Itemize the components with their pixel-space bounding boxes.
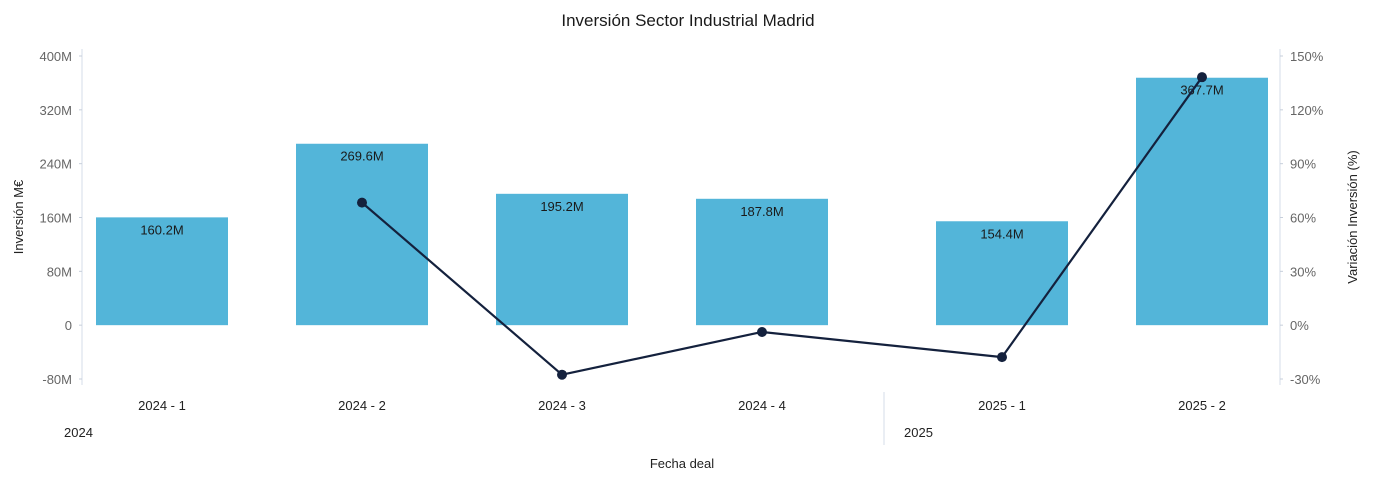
y2-tick-label: 0% (1290, 318, 1309, 333)
bar-data-label: 195.2M (540, 199, 583, 214)
variation-point (757, 326, 767, 337)
x-group-label: 2025 (904, 425, 933, 440)
bar-data-label: 154.4M (980, 226, 1023, 241)
variation-point (997, 352, 1007, 363)
bar (1136, 77, 1268, 326)
y2-tick-label: 60% (1290, 211, 1316, 226)
x-tick-label: 2024 - 2 (338, 398, 386, 413)
y2-tick-label: 120% (1290, 103, 1324, 118)
y2-axis-label: Variación Inversión (%) (1345, 150, 1360, 283)
bar-labels: 160.2M 269.6M 195.2M 187.8M 154.4M 367.7M (140, 83, 1223, 242)
bar (936, 221, 1068, 326)
y-tick-label: 160M (39, 211, 72, 226)
variation-point (357, 197, 367, 208)
bar-data-label: 187.8M (740, 204, 783, 219)
y2-tick-label: -30% (1290, 372, 1321, 387)
y-tick-label: 320M (39, 103, 72, 118)
variation-point (1197, 72, 1207, 83)
y2-tick-label: 90% (1290, 157, 1316, 172)
x-tick-label: 2024 - 1 (138, 398, 186, 413)
bar-data-label: 367.7M (1180, 83, 1223, 98)
x-axis: 2024 - 1 2024 - 2 2024 - 3 2024 - 4 2025 - 1… (64, 392, 1226, 445)
line-series (357, 72, 1207, 380)
x-tick-label: 2025 - 1 (978, 398, 1026, 413)
x-tick-label: 2025 - 2 (1178, 398, 1226, 413)
y-tick-label: -80M (42, 372, 72, 387)
x-axis-label: Fecha deal (650, 456, 714, 471)
y-tick-label: 240M (39, 157, 72, 172)
y-axis-label: Inversión M€ (11, 179, 26, 254)
y-tick-label: 80M (47, 264, 72, 279)
bar (496, 193, 628, 326)
bar (296, 143, 428, 326)
bar (96, 217, 228, 326)
variation-point (557, 369, 567, 380)
bars (96, 77, 1268, 326)
chart-title: Inversión Sector Industrial Madrid (561, 11, 814, 30)
y2-tick-label: 30% (1290, 264, 1316, 279)
x-tick-label: 2024 - 4 (738, 398, 786, 413)
bar (696, 198, 828, 326)
x-group-label: 2024 (64, 425, 93, 440)
bar-data-label: 269.6M (340, 149, 383, 164)
y-tick-label: 400M (39, 49, 72, 64)
y-tick-label: 0 (65, 318, 72, 333)
x-tick-label: 2024 - 3 (538, 398, 586, 413)
bar-data-label: 160.2M (140, 222, 183, 237)
axes: -80M 0 80M 160M 240M 320M 400M -30% 0% 30% 60% 90% 1… (39, 49, 1324, 387)
y2-tick-label: 150% (1290, 49, 1324, 64)
